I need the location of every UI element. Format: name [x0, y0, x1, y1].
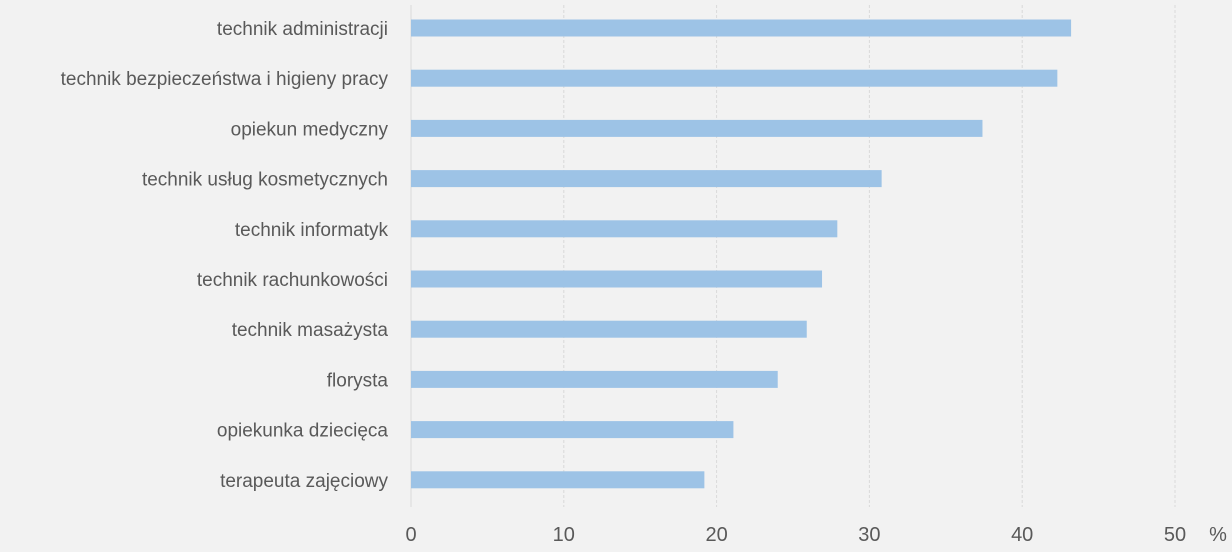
x-tick-label-10: 10 [553, 524, 575, 546]
bar-2 [411, 119, 983, 137]
category-label-2: opiekun medyczny [231, 119, 389, 140]
x-tick-label-40: 40 [1011, 524, 1033, 546]
x-tick-label-50: 50 [1164, 524, 1186, 546]
bars [411, 19, 1072, 489]
x-tick-label-0: 0 [405, 524, 416, 546]
category-label-8: opiekunka dziecięca [217, 421, 389, 442]
category-label-1: technik bezpieczeństwa i higieny pracy [61, 69, 389, 90]
category-label-0: technik administracji [217, 19, 388, 40]
x-tick-label-30: 30 [858, 524, 880, 546]
bar-4 [411, 220, 838, 238]
category-label-6: technik masażysta [232, 320, 389, 341]
category-label-5: technik rachunkowości [197, 270, 388, 291]
bar-5 [411, 270, 823, 288]
category-labels: technik administracji technik bezpieczeńs… [61, 19, 389, 492]
bar-8 [411, 421, 734, 439]
bar-3 [411, 170, 882, 188]
bar-0 [411, 19, 1072, 37]
category-label-4: technik informatyk [235, 220, 389, 241]
bar-1 [411, 69, 1058, 87]
category-label-9: terapeuta zajęciowy [220, 471, 388, 492]
bar-7 [411, 370, 778, 388]
category-label-3: technik usług kosmetycznych [142, 170, 388, 191]
x-axis-ticks: 0 10 20 30 40 50 [405, 524, 1186, 546]
x-axis-unit-label: % [1209, 524, 1227, 546]
category-label-7: florysta [327, 370, 389, 391]
bar-9 [411, 471, 705, 489]
x-tick-label-20: 20 [705, 524, 727, 546]
bar-6 [411, 320, 807, 338]
